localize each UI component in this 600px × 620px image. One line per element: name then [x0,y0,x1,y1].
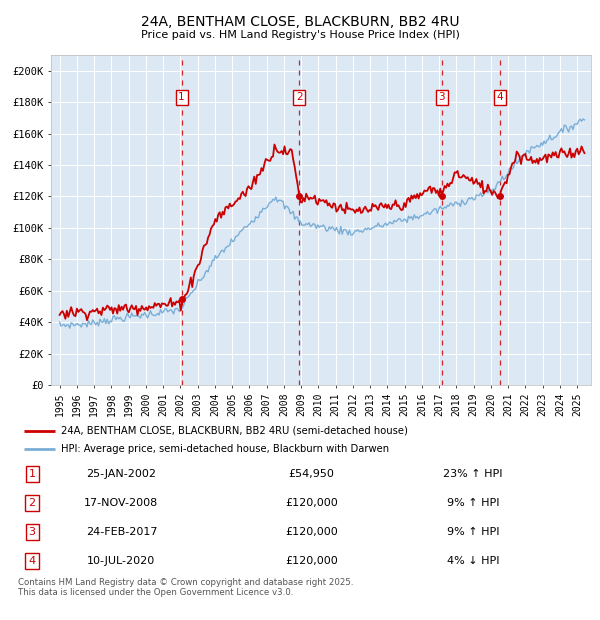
Text: £120,000: £120,000 [285,498,338,508]
Text: 4% ↓ HPI: 4% ↓ HPI [446,556,499,565]
Text: HPI: Average price, semi-detached house, Blackburn with Darwen: HPI: Average price, semi-detached house,… [61,444,389,454]
Text: 17-NOV-2008: 17-NOV-2008 [85,498,158,508]
Text: 3: 3 [29,527,35,537]
Text: 1: 1 [29,469,35,479]
Text: 4: 4 [497,92,503,102]
Text: £120,000: £120,000 [285,527,338,537]
Text: 9% ↑ HPI: 9% ↑ HPI [446,498,499,508]
Text: 9% ↑ HPI: 9% ↑ HPI [446,527,499,537]
Text: 2: 2 [29,498,36,508]
Text: 24A, BENTHAM CLOSE, BLACKBURN, BB2 4RU: 24A, BENTHAM CLOSE, BLACKBURN, BB2 4RU [141,16,459,30]
Text: 3: 3 [439,92,445,102]
Text: Contains HM Land Registry data © Crown copyright and database right 2025.
This d: Contains HM Land Registry data © Crown c… [18,578,353,598]
Text: Price paid vs. HM Land Registry's House Price Index (HPI): Price paid vs. HM Land Registry's House … [140,30,460,40]
Text: £54,950: £54,950 [289,469,334,479]
Text: £120,000: £120,000 [285,556,338,565]
Text: 2: 2 [296,92,302,102]
Text: 1: 1 [178,92,185,102]
Text: 10-JUL-2020: 10-JUL-2020 [88,556,155,565]
Text: 23% ↑ HPI: 23% ↑ HPI [443,469,503,479]
Text: 24-FEB-2017: 24-FEB-2017 [86,527,157,537]
Text: 4: 4 [29,556,36,565]
Text: 24A, BENTHAM CLOSE, BLACKBURN, BB2 4RU (semi-detached house): 24A, BENTHAM CLOSE, BLACKBURN, BB2 4RU (… [61,426,408,436]
Text: 25-JAN-2002: 25-JAN-2002 [86,469,157,479]
